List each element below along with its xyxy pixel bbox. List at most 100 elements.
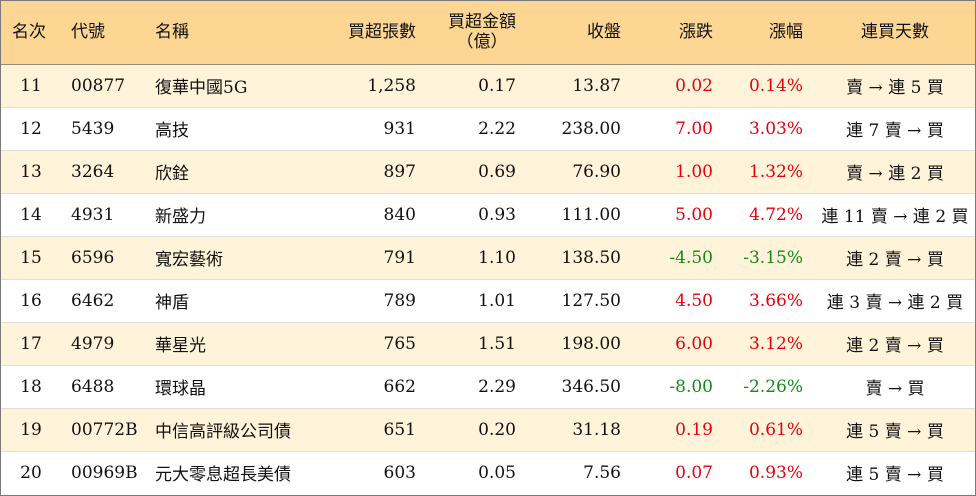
code-cell: 5439 bbox=[71, 118, 115, 139]
consecutive-days-cell: 賣 → 連 5 買 bbox=[846, 78, 944, 98]
header-close[interactable]: 收盤 bbox=[532, 1, 635, 65]
rank-cell: 20 bbox=[20, 462, 42, 483]
name-cell: 復華中國5G bbox=[155, 78, 248, 98]
net-buy-volume-cell: 651 bbox=[383, 419, 416, 440]
consecutive-days-cell: 賣 → 買 bbox=[865, 379, 925, 399]
consecutive-days-cell: 連 7 賣 → 買 bbox=[846, 121, 944, 141]
name-cell: 高技 bbox=[155, 121, 189, 141]
header-net-buy-amount[interactable]: 買超金額 （億） bbox=[432, 1, 532, 65]
rank-cell: 15 bbox=[20, 247, 42, 268]
rank-cell: 13 bbox=[20, 161, 42, 182]
close-price-cell: 238.00 bbox=[561, 118, 621, 139]
net-buy-amount-cell: 0.17 bbox=[478, 75, 516, 96]
name-cell: 中信高評級公司債 bbox=[155, 422, 291, 442]
rank-cell: 12 bbox=[20, 118, 42, 139]
consecutive-days-cell: 連 11 賣 → 連 2 買 bbox=[821, 207, 969, 227]
consecutive-days-cell: 賣 → 連 2 買 bbox=[846, 164, 944, 184]
table-row[interactable]: 19 00772B 中信高評級公司債 651 0.20 31.18 0.19 0.61% 連 5… bbox=[1, 408, 975, 451]
table-row[interactable]: 17 4979 華星光 765 1.51 198.00 6.00 3.12% 連 2 賣 → 買 bbox=[1, 322, 975, 365]
header-net-buy-amount-line1: 買超金額 bbox=[448, 12, 516, 33]
change-pct-cell: -2.26% bbox=[743, 376, 803, 397]
name-cell: 欣銓 bbox=[155, 164, 189, 184]
name-cell: 華星光 bbox=[155, 336, 206, 356]
net-buy-amount-cell: 1.51 bbox=[478, 333, 516, 354]
net-buy-volume-cell: 1,258 bbox=[367, 75, 416, 96]
change-cell: -4.50 bbox=[669, 247, 713, 268]
header-code[interactable]: 代號 bbox=[61, 1, 141, 65]
consecutive-days-cell: 連 5 賣 → 買 bbox=[846, 465, 944, 486]
net-buy-amount-cell: 2.22 bbox=[478, 118, 516, 139]
rank-cell: 11 bbox=[20, 75, 42, 96]
net-buy-volume-cell: 840 bbox=[383, 204, 416, 225]
code-cell: 6488 bbox=[71, 376, 115, 397]
close-price-cell: 13.87 bbox=[572, 75, 621, 96]
change-cell: 6.00 bbox=[675, 333, 713, 354]
change-cell: 0.07 bbox=[675, 462, 713, 483]
consecutive-days-cell: 連 2 賣 → 買 bbox=[846, 336, 944, 356]
table-row[interactable]: 20 00969B 元大零息超長美債 603 0.05 7.56 0.07 0.93% 連 5 … bbox=[1, 451, 975, 494]
change-pct-cell: 1.32% bbox=[748, 161, 803, 182]
net-buy-volume-cell: 791 bbox=[383, 247, 416, 268]
net-buy-volume-cell: 662 bbox=[383, 376, 416, 397]
code-cell: 00969B bbox=[71, 462, 138, 483]
consecutive-days-cell: 連 3 賣 → 連 2 買 bbox=[826, 293, 964, 313]
name-cell: 新盛力 bbox=[155, 207, 206, 227]
close-price-cell: 138.50 bbox=[561, 247, 621, 268]
rank-cell: 19 bbox=[20, 419, 42, 440]
header-net-buy-amount-line2: （億） bbox=[456, 32, 508, 53]
net-buy-volume-cell: 789 bbox=[383, 290, 416, 311]
table-row[interactable]: 18 6488 環球晶 662 2.29 346.50 -8.00 -2.26% 賣 → 買 bbox=[1, 365, 975, 408]
change-pct-cell: 3.12% bbox=[748, 333, 803, 354]
header-consecutive[interactable]: 連買天數 bbox=[815, 1, 975, 65]
close-price-cell: 346.50 bbox=[561, 376, 621, 397]
net-buy-volume-cell: 931 bbox=[383, 118, 416, 139]
change-cell: -8.00 bbox=[669, 376, 713, 397]
header-rank[interactable]: 名次 bbox=[1, 1, 61, 65]
code-cell: 00877 bbox=[71, 75, 126, 96]
change-pct-cell: 3.03% bbox=[748, 118, 803, 139]
consecutive-days-cell: 連 2 賣 → 買 bbox=[846, 250, 944, 270]
header-name[interactable]: 名稱 bbox=[141, 1, 331, 65]
header-change[interactable]: 漲跌 bbox=[635, 1, 725, 65]
close-price-cell: 127.50 bbox=[561, 290, 621, 311]
table-row[interactable]: 11 00877 復華中國5G 1,258 0.17 13.87 0.02 0.14% 賣 → … bbox=[1, 64, 975, 107]
code-cell: 4979 bbox=[71, 333, 115, 354]
change-pct-cell: 0.14% bbox=[748, 75, 803, 96]
rank-cell: 18 bbox=[20, 376, 42, 397]
change-cell: 5.00 bbox=[675, 204, 713, 225]
table-row[interactable]: 16 6462 神盾 789 1.01 127.50 4.50 3.66% 連 3 賣 → 連 … bbox=[1, 279, 975, 322]
table-row[interactable]: 12 5439 高技 931 2.22 238.00 7.00 3.03% 連 7 賣 → 買 bbox=[1, 107, 975, 150]
table-row[interactable]: 14 4931 新盛力 840 0.93 111.00 5.00 4.72% 連 11 賣 → … bbox=[1, 193, 975, 236]
change-pct-cell: 3.66% bbox=[748, 290, 803, 311]
table-row[interactable]: 13 3264 欣銓 897 0.69 76.90 1.00 1.32% 賣 → 連 2 買 bbox=[1, 150, 975, 193]
consecutive-days-cell: 連 5 賣 → 買 bbox=[846, 422, 944, 442]
close-price-cell: 31.18 bbox=[572, 419, 621, 440]
net-buy-volume-cell: 765 bbox=[383, 333, 416, 354]
code-cell: 3264 bbox=[71, 161, 115, 182]
name-cell: 神盾 bbox=[155, 293, 189, 313]
net-buy-amount-cell: 1.10 bbox=[478, 247, 516, 268]
net-buy-amount-cell: 0.05 bbox=[478, 462, 516, 483]
table-body: 11 00877 復華中國5G 1,258 0.17 13.87 0.02 0.14% 賣 → … bbox=[1, 64, 975, 494]
net-buy-amount-cell: 2.29 bbox=[478, 376, 516, 397]
close-price-cell: 198.00 bbox=[561, 333, 621, 354]
net-buy-volume-cell: 897 bbox=[383, 161, 416, 182]
name-cell: 寬宏藝術 bbox=[155, 250, 223, 270]
change-pct-cell: -3.15% bbox=[743, 247, 803, 268]
change-cell: 0.02 bbox=[675, 75, 713, 96]
net-buy-amount-cell: 0.20 bbox=[478, 419, 516, 440]
net-buy-amount-cell: 0.93 bbox=[478, 204, 516, 225]
header-net-buy-volume[interactable]: 買超張數 bbox=[331, 1, 432, 65]
change-pct-cell: 4.72% bbox=[748, 204, 803, 225]
net-buy-volume-cell: 603 bbox=[383, 462, 416, 483]
name-cell: 元大零息超長美債 bbox=[155, 465, 291, 486]
change-cell: 4.50 bbox=[675, 290, 713, 311]
change-cell: 7.00 bbox=[675, 118, 713, 139]
code-cell: 6462 bbox=[71, 290, 115, 311]
header-change-pct[interactable]: 漲幅 bbox=[725, 1, 815, 65]
table-row[interactable]: 15 6596 寬宏藝術 791 1.10 138.50 -4.50 -3.15% 連 2 賣 … bbox=[1, 236, 975, 279]
code-cell: 00772B bbox=[71, 419, 138, 440]
close-price-cell: 7.56 bbox=[583, 462, 621, 483]
